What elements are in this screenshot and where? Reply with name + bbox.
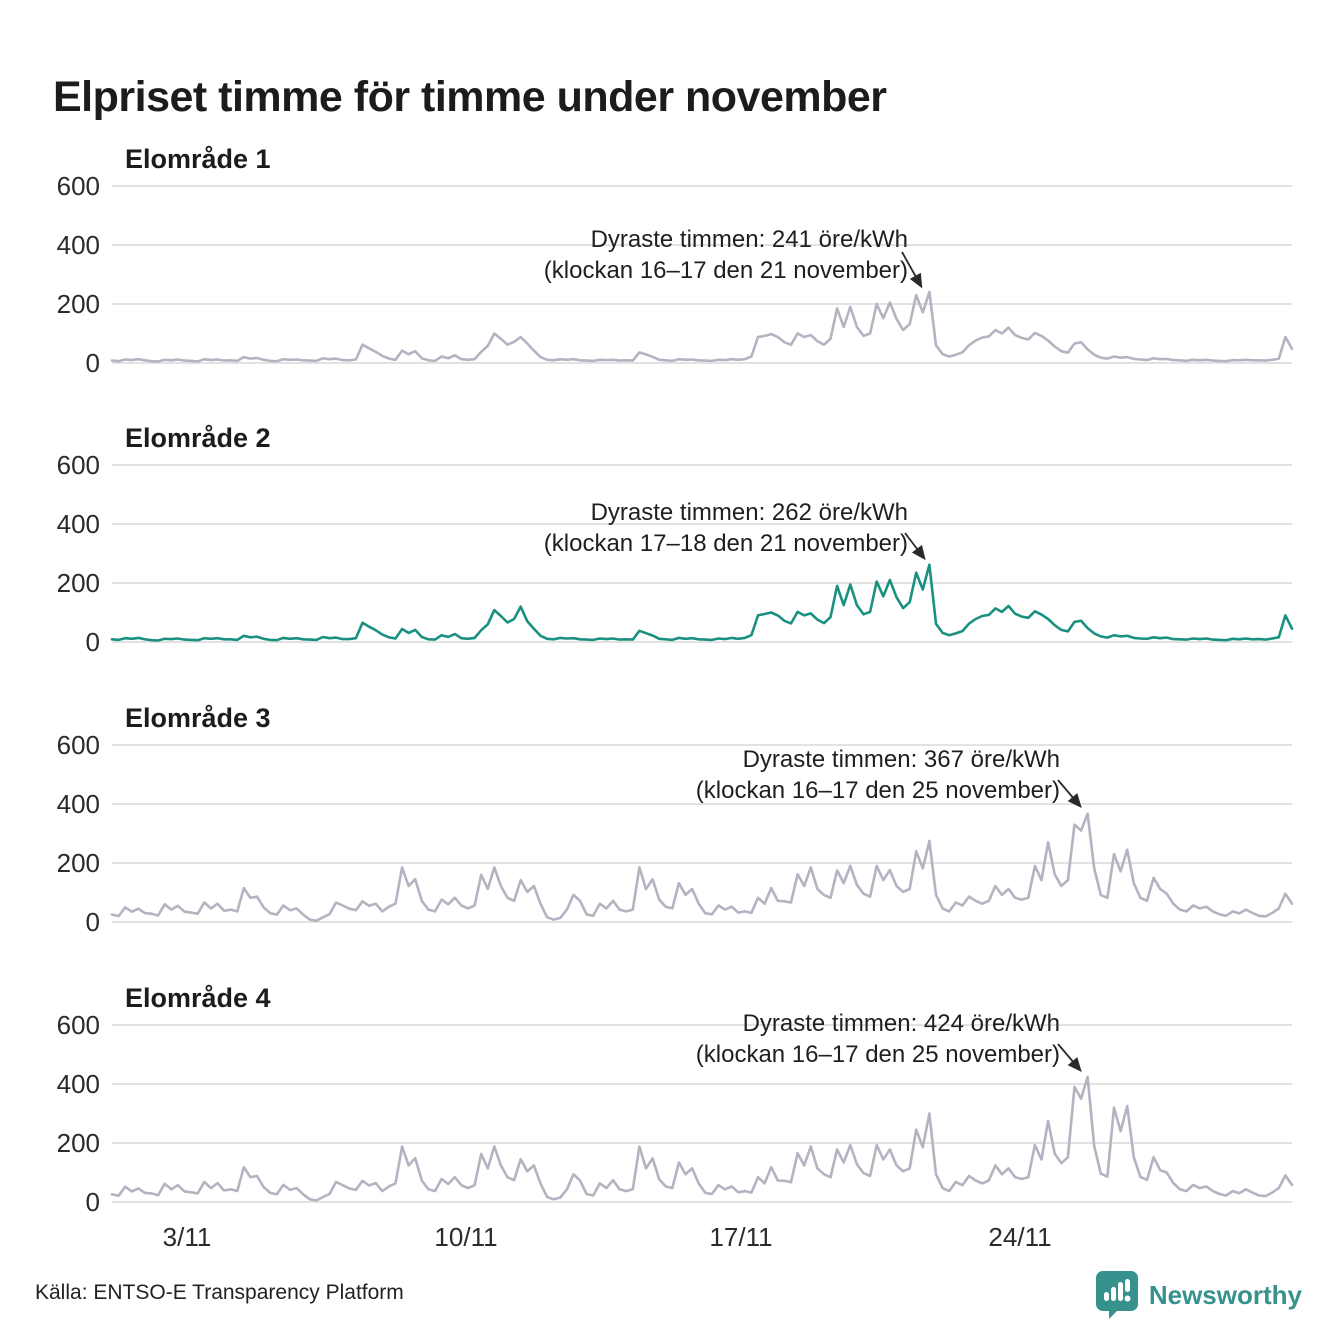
annotation-arrow — [901, 251, 923, 289]
panel-title-elomrade-2: Elområde 2 — [125, 423, 271, 454]
annotation-arrow — [1057, 779, 1082, 809]
annotation-arrow — [904, 532, 926, 561]
annotation-line2: (klockan 16–17 den 25 november) — [695, 1041, 1060, 1068]
line-chart-elomrade-3 — [110, 744, 1294, 923]
y-tick-label: 600 — [56, 171, 100, 201]
y-tick-label: 600 — [56, 1010, 100, 1040]
annotation-line1: Dyraste timmen: 367 öre/kWh — [742, 746, 1060, 773]
annotation-elomrade-2: Dyraste timmen: 262 öre/kWh (klockan 17–… — [408, 497, 908, 559]
line-chart-elomrade-1 — [110, 185, 1294, 364]
newsworthy-wordmark: Newsworthy — [1148, 1279, 1302, 1310]
source-note: Källa: ENTSO-E Transparency Platform — [35, 1281, 404, 1304]
y-tick-label: 400 — [56, 509, 100, 539]
x-tick-label: 10/11 — [434, 1222, 498, 1252]
y-tick-label: 400 — [56, 1069, 100, 1099]
x-tick-label: 3/11 — [162, 1222, 212, 1252]
price-line-elomrade-3 — [110, 812, 1294, 923]
annotation-line2: (klockan 16–17 den 21 november) — [543, 257, 908, 284]
annotation-line2: (klockan 16–17 den 25 november) — [695, 777, 1060, 804]
annotation-elomrade-4: Dyraste timmen: 424 öre/kWh (klockan 16–… — [560, 1008, 1060, 1070]
y-tick-label: 0 — [85, 1187, 100, 1217]
annotation-line1: Dyraste timmen: 424 öre/kWh — [742, 1010, 1060, 1037]
annotation-elomrade-3: Dyraste timmen: 367 öre/kWh (klockan 16–… — [560, 744, 1060, 806]
y-tick-label: 400 — [56, 230, 100, 260]
gridlines — [112, 1024, 1292, 1203]
gridlines — [112, 464, 1292, 643]
line-chart-elomrade-4 — [110, 1024, 1294, 1203]
gridlines — [112, 185, 1292, 364]
y-tick-label: 0 — [85, 348, 100, 378]
y-tick-label: 0 — [85, 627, 100, 657]
panel-title-elomrade-4: Elområde 4 — [125, 983, 271, 1014]
y-tick-label: 600 — [56, 730, 100, 760]
panel-title-elomrade-3: Elområde 3 — [125, 703, 271, 734]
panel-title-elomrade-1: Elområde 1 — [125, 144, 271, 175]
y-tick-label: 200 — [56, 568, 100, 598]
price-line-elomrade-1 — [110, 290, 1294, 363]
annotation-line1: Dyraste timmen: 262 öre/kWh — [590, 499, 908, 526]
y-tick-label: 600 — [56, 450, 100, 480]
y-tick-label: 200 — [56, 289, 100, 319]
newsworthy-logo: Newsworthy — [1095, 1270, 1302, 1320]
price-line-elomrade-4 — [110, 1075, 1294, 1202]
y-tick-label: 400 — [56, 789, 100, 819]
x-tick-label: 24/11 — [988, 1222, 1052, 1252]
y-tick-label: 200 — [56, 1128, 100, 1158]
y-tick-label: 0 — [85, 907, 100, 937]
page-title: Elpriset timme för timme under november — [53, 72, 887, 121]
annotation-arrow — [1057, 1043, 1082, 1073]
y-tick-label: 200 — [56, 848, 100, 878]
annotation-line1: Dyraste timmen: 241 öre/kWh — [590, 226, 908, 253]
gridlines — [112, 744, 1292, 923]
newsworthy-icon — [1095, 1271, 1138, 1319]
annotation-elomrade-1: Dyraste timmen: 241 öre/kWh (klockan 16–… — [408, 224, 908, 286]
annotation-line2: (klockan 17–18 den 21 november) — [543, 530, 908, 557]
x-tick-label: 17/11 — [709, 1222, 773, 1252]
line-chart-elomrade-2 — [110, 464, 1294, 643]
price-line-elomrade-2 — [110, 563, 1294, 642]
